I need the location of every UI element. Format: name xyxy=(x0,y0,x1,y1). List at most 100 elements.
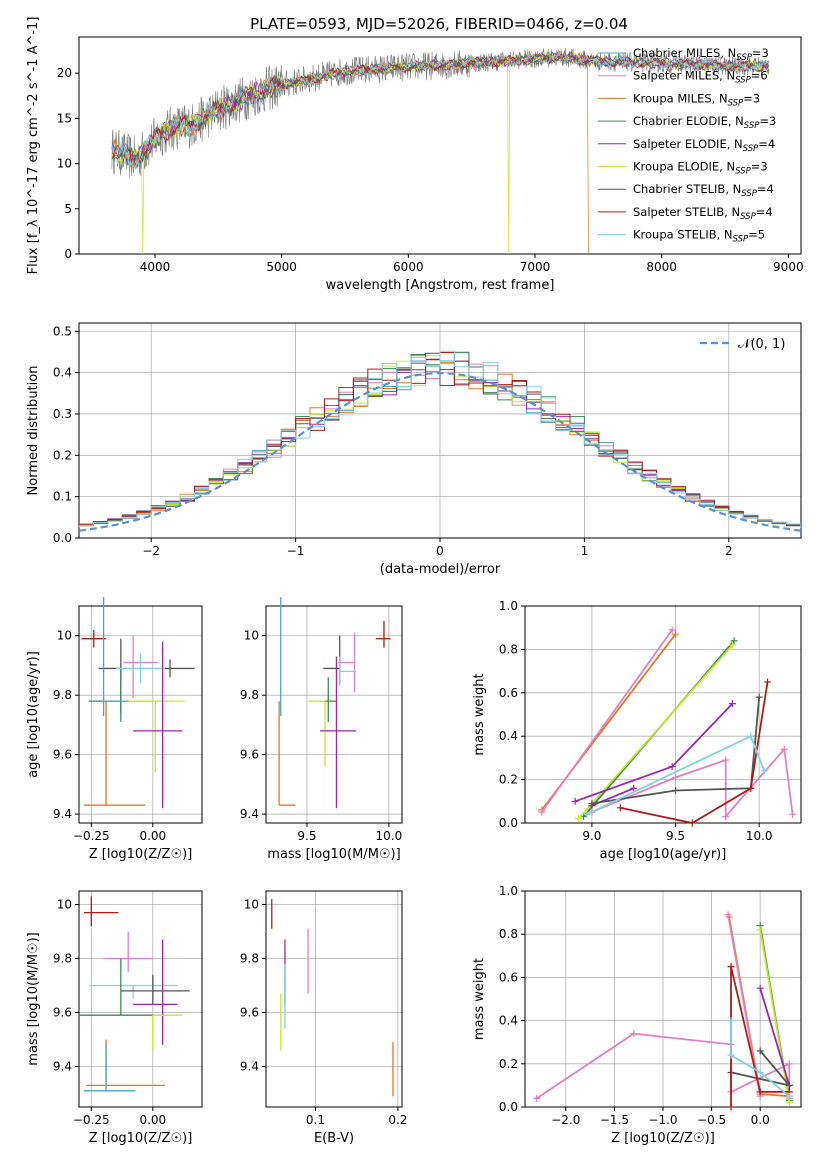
weight-marker xyxy=(747,784,755,792)
tick-label-y: 0.0 xyxy=(499,1100,518,1114)
tick-label-x: 1 xyxy=(581,544,589,558)
residual-histogram xyxy=(79,350,801,528)
weight-line xyxy=(759,987,791,1086)
x-axis-label: Z [log10(Z/Z☉)] xyxy=(89,847,193,862)
weight_vs_Z-axes: −2.0 −1.5 −1.0 −0.5 0.0 0.0 0.2 0.4 0.6 0.8 1.0 Z [… xyxy=(472,884,802,1146)
x-axis-label: Z [log10(Z/Z☉)] xyxy=(611,1131,715,1146)
weight-line xyxy=(540,629,673,813)
legend-label: Kroupa MILES, NSSP=3 xyxy=(633,91,760,108)
tick-label-x: 5000 xyxy=(266,260,297,274)
weight_vs_age-axes: 9.0 9.5 10.0 0.0 0.2 0.4 0.6 0.8 1.0 age [log10(a… xyxy=(472,599,802,862)
tick-label-y: 9.6 xyxy=(53,1006,72,1020)
weight-line xyxy=(759,929,791,1103)
tick-label-y: 10 xyxy=(57,629,72,643)
plot-frame xyxy=(78,36,802,255)
model-spectrum xyxy=(111,51,769,170)
tick-label-x: 7000 xyxy=(520,260,551,274)
weight-line xyxy=(577,644,734,820)
tick-label-y: 0.5 xyxy=(53,324,72,338)
legend-label: Chabrier STELIB, NSSP=4 xyxy=(633,182,774,199)
tick-label-x: −0.5 xyxy=(697,1113,726,1127)
weight-marker xyxy=(672,786,680,794)
tick-label-y: 5 xyxy=(64,202,72,216)
weight-marker xyxy=(785,1092,793,1100)
weight-marker xyxy=(727,1103,735,1111)
weight-marker xyxy=(785,1060,793,1068)
x-axis-label: (data-model)/error xyxy=(380,562,501,577)
weight-marker xyxy=(756,1047,764,1055)
tick-label-y: 0.6 xyxy=(499,970,518,984)
tick-label-y: 10 xyxy=(57,898,72,912)
legend-label: Salpeter ELODIE, NSSP=4 xyxy=(633,137,775,154)
tick-label-x: 0.00 xyxy=(139,829,166,843)
tick-label-x: 4000 xyxy=(140,260,171,274)
plot-frame xyxy=(265,890,403,1108)
age_vs_mass-points xyxy=(278,597,391,809)
weight-marker xyxy=(722,812,730,820)
weight-line xyxy=(591,747,794,819)
y-axis-label: Flux [f_λ 10^-17 erg cm^-2 s^-1 A^-1] xyxy=(26,17,41,275)
tick-label-y: 0.3 xyxy=(53,407,72,421)
tick-label-y: 9.8 xyxy=(53,952,72,966)
weight-marker xyxy=(760,767,768,775)
weight-marker xyxy=(616,804,624,812)
plot-frame xyxy=(524,605,802,824)
weight-marker xyxy=(672,773,680,781)
normal-curve xyxy=(79,371,801,532)
tick-label-y: 0.4 xyxy=(499,1014,518,1028)
tick-label-y: 1.0 xyxy=(499,884,518,898)
tick-label-y: 9.4 xyxy=(240,807,259,821)
mass_vs_ebv-points xyxy=(271,899,394,1097)
weight_vs_age-lines xyxy=(538,626,797,827)
model-spectrum xyxy=(111,50,589,254)
plot-frame xyxy=(78,605,203,824)
tick-label-x: 0 xyxy=(436,544,444,558)
tick-label-x: −0.25 xyxy=(73,829,110,843)
y-axis-label: age [log10(age/yr)] xyxy=(26,651,41,778)
tick-label-x: 9.5 xyxy=(666,829,685,843)
weight-marker xyxy=(764,678,772,686)
spectrum-lines xyxy=(111,47,770,254)
age_vs_Z-points xyxy=(81,597,195,809)
weight-line xyxy=(730,1020,790,1097)
tick-label-y: 9.6 xyxy=(240,748,259,762)
residuals-axes: −2 −1 0 1 2 0.0 0.1 0.2 0.3 0.4 0.5 (data-model)/er… xyxy=(26,322,802,577)
x-axis-label: mass [log10(M/M☉)] xyxy=(267,847,400,862)
tick-label-y: 0.2 xyxy=(53,448,72,462)
legend-label: Kroupa ELODIE, NSSP=3 xyxy=(633,160,768,177)
weight-marker xyxy=(780,745,788,753)
data-spectrum xyxy=(111,47,770,178)
tick-label-x: 0.0 xyxy=(751,1113,770,1127)
tick-label-y: 9.8 xyxy=(240,952,259,966)
weight-marker xyxy=(588,799,596,807)
tick-label-y: 9.4 xyxy=(53,807,72,821)
tick-label-x: 10.0 xyxy=(376,829,403,843)
tick-label-y: 20 xyxy=(57,66,72,80)
tick-label-y: 0.2 xyxy=(499,773,518,787)
tick-label-y: 0.4 xyxy=(499,729,518,743)
tick-label-x: 8000 xyxy=(646,260,677,274)
figure-title: PLATE=0593, MJD=52026, FIBERID=0466, z=0… xyxy=(250,15,628,33)
weight-marker xyxy=(756,926,764,934)
legend-label: Chabrier MILES, NSSP=3 xyxy=(633,46,769,63)
residual-hists xyxy=(79,350,801,532)
tick-label-x: 0.1 xyxy=(306,1113,325,1127)
tick-label-x: −1.0 xyxy=(648,1113,677,1127)
tick-label-y: 9.4 xyxy=(240,1060,259,1074)
weight-marker xyxy=(785,1081,793,1089)
legend-label-normal: 𝒩(0, 1) xyxy=(738,337,785,352)
weight-marker xyxy=(789,810,797,818)
x-axis-label: age [log10(age/yr)] xyxy=(600,847,727,862)
weight-marker xyxy=(630,1030,638,1038)
tick-label-y: 1.0 xyxy=(499,599,518,613)
weight-marker xyxy=(727,1051,735,1059)
tick-label-x: 0.00 xyxy=(139,1113,166,1127)
tick-label-y: 9.6 xyxy=(53,748,72,762)
plot-frame xyxy=(78,890,203,1108)
weight-marker xyxy=(727,963,735,971)
weight-marker xyxy=(756,984,764,992)
tick-label-x: −2 xyxy=(142,544,160,558)
tick-label-y: 0.8 xyxy=(499,927,518,941)
tick-label-x: −1.5 xyxy=(600,1113,629,1127)
